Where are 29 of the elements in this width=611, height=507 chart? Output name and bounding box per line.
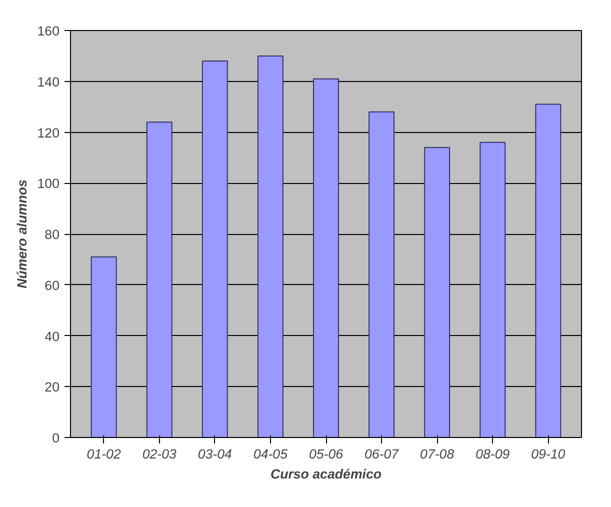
y-tick-label: 80: [44, 227, 60, 242]
x-tick-label: 07-08: [420, 446, 455, 462]
x-tick-label: 03-04: [198, 446, 232, 462]
y-tick-label: 140: [37, 74, 60, 90]
bar: [146, 122, 172, 438]
bar: [368, 111, 395, 438]
bar: [313, 78, 339, 438]
x-tick-label: 08-09: [476, 446, 510, 462]
x-tick-label: 01-02: [86, 446, 122, 462]
x-tick-label: 09-10: [531, 446, 566, 462]
y-tick-label: 20: [44, 380, 60, 395]
y-tick-label: 100: [37, 176, 60, 192]
bar: [480, 142, 506, 438]
y-tick-label: 60: [44, 278, 60, 293]
y-tick-label: 120: [37, 125, 60, 140]
bar: [202, 60, 228, 438]
x-tick-label: 05-06: [308, 446, 344, 462]
y-tick-label: 40: [44, 328, 60, 344]
bar: [535, 104, 562, 438]
y-tick-label: 160: [37, 24, 60, 38]
x-tick-label: 06-07: [364, 446, 400, 462]
bar: [90, 256, 117, 438]
x-axis-title: Curso académico: [270, 466, 382, 482]
bar: [257, 55, 284, 438]
bar: [424, 147, 450, 438]
x-tick-label: 02-03: [142, 446, 177, 462]
y-tick-label: 0: [52, 430, 60, 446]
x-tick-label: 04-05: [253, 446, 288, 462]
y-axis-title: Número alumnos: [14, 180, 30, 288]
